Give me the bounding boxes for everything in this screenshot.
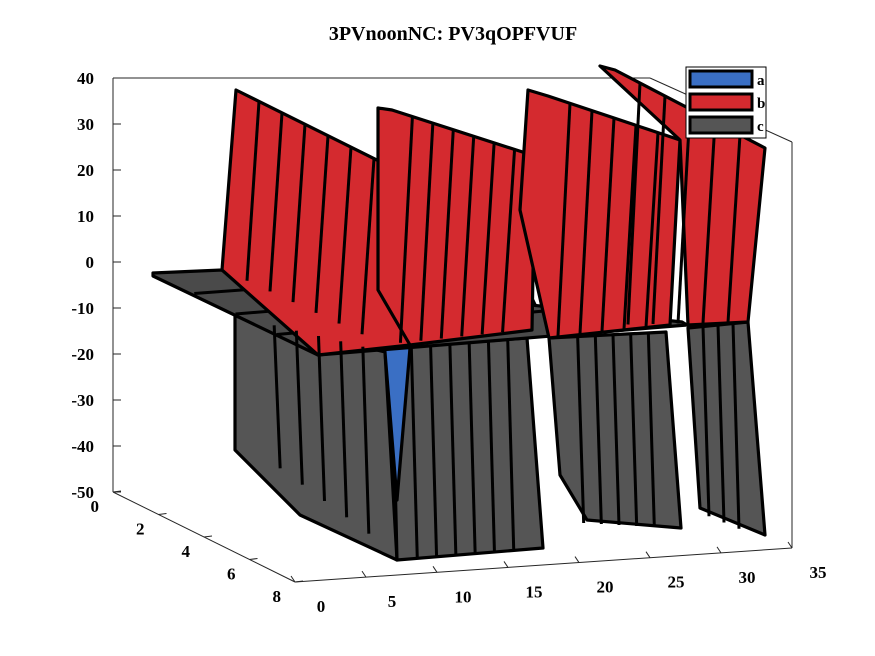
- series-b-rib: [726, 134, 742, 323]
- z-tick-label: 0: [86, 253, 95, 272]
- series-c-rib: [731, 323, 741, 529]
- x-tick-label: 20: [597, 578, 614, 597]
- series-c-rib: [361, 346, 371, 534]
- y-tick-label: 6: [227, 565, 236, 584]
- series-c-rib: [486, 340, 496, 552]
- z-tick-label: -30: [71, 391, 94, 410]
- series-b-rib: [626, 82, 642, 325]
- series-c-rib: [646, 332, 656, 528]
- series-c-rib: [701, 326, 711, 517]
- series-c-rib: [611, 334, 621, 526]
- series-c-rib: [506, 339, 516, 550]
- x-tick-label: 10: [455, 587, 472, 606]
- series-c-rib: [409, 346, 419, 559]
- series-b-rib: [245, 101, 261, 281]
- series-b-rib: [644, 132, 660, 328]
- series-b-panel: [518, 88, 682, 340]
- legend-swatch-c: [688, 115, 754, 135]
- x-tick-mark: [645, 551, 651, 558]
- series-b-rib: [578, 110, 594, 334]
- series-c-panel: [686, 320, 767, 537]
- x-tick-label: 30: [739, 568, 756, 587]
- x-tick-label: 5: [388, 592, 397, 611]
- legend-label-c: c: [757, 119, 764, 135]
- series-b-rib: [439, 129, 455, 339]
- series-c-rib: [339, 341, 349, 518]
- series-b-rib: [676, 108, 692, 324]
- z-tick-label: -20: [71, 345, 94, 364]
- series-c-rib: [629, 333, 639, 527]
- y-tick-mark: [294, 580, 304, 583]
- z-tick-label: -40: [71, 437, 94, 456]
- series-c-rib: [429, 345, 439, 557]
- y-tick-mark: [112, 490, 122, 493]
- series-b-panel: [376, 106, 537, 347]
- y-axis-ticks: 0 2 4 6 8: [91, 490, 304, 606]
- z-tick-label: 10: [77, 207, 94, 226]
- legend-swatch-a: [688, 69, 754, 89]
- series-b-rib: [622, 125, 638, 330]
- x-tick-mark: [432, 566, 438, 573]
- series-b-rib: [314, 135, 330, 313]
- chart-title: 3PVnoonNC: PV3qOPFVUF: [329, 23, 577, 45]
- x-tick-label: 35: [810, 563, 827, 582]
- legend-swatch-b: [688, 92, 754, 112]
- surface-plot: [151, 64, 767, 562]
- x-axis-ticks: 0 5 10 15 20 25 30 35: [290, 541, 827, 616]
- x-tick-mark: [361, 570, 367, 578]
- series-b-rib: [556, 103, 572, 336]
- x-tick-mark: [716, 546, 722, 554]
- series-b-rib: [480, 142, 496, 335]
- z-tick-label: 20: [77, 161, 94, 180]
- series-b-rib: [360, 158, 376, 335]
- series-b-rib: [460, 136, 476, 337]
- series-c-rib: [448, 343, 458, 555]
- series-c-rib: [593, 335, 603, 525]
- x-tick-label: 0: [317, 597, 326, 616]
- series-b-rib: [600, 117, 616, 332]
- y-tick-label: 8: [273, 587, 282, 606]
- series-b-rib: [651, 95, 667, 325]
- series-c-rib: [317, 335, 326, 502]
- y-tick-label: 2: [136, 520, 145, 539]
- legend-label-a: a: [757, 73, 765, 89]
- z-tick-label: 30: [77, 115, 94, 134]
- series-b-rib: [291, 124, 307, 303]
- series-c-rib: [716, 324, 726, 523]
- series-c-rib: [294, 330, 304, 485]
- series-c-rib: [272, 325, 282, 469]
- series-b-rib: [398, 116, 414, 343]
- x-tick-mark: [574, 556, 580, 563]
- x-tick-label: 25: [668, 573, 685, 592]
- y-tick-mark: [158, 513, 167, 515]
- x-tick-mark: [787, 541, 793, 549]
- y-tick-mark: [203, 535, 213, 538]
- x-tick-mark: [290, 575, 296, 583]
- series-c-rib: [467, 342, 477, 554]
- x-tick-label: 15: [526, 582, 543, 601]
- series-b-rib: [337, 147, 353, 324]
- y-tick-label: 4: [182, 542, 191, 561]
- series-b-rib: [419, 123, 435, 341]
- z-axis-ticks: 40 30 20 10 0 -10 -20 -30 -40 -50: [71, 69, 121, 502]
- x-tick-mark: [503, 561, 509, 568]
- z-tick-label: -50: [71, 483, 94, 502]
- z-tick-label: -10: [71, 299, 94, 318]
- legend-label-b: b: [757, 96, 765, 112]
- y-tick-mark: [249, 558, 258, 560]
- legend: a b c: [685, 66, 767, 139]
- series-b-rib: [501, 149, 517, 333]
- series-c-rib: [576, 336, 586, 524]
- series-b-rib: [268, 112, 284, 292]
- z-tick-label: 40: [77, 69, 94, 88]
- y-tick-label: 0: [91, 497, 100, 516]
- series-b-rib: [701, 121, 717, 324]
- x-axis-line: [294, 547, 793, 583]
